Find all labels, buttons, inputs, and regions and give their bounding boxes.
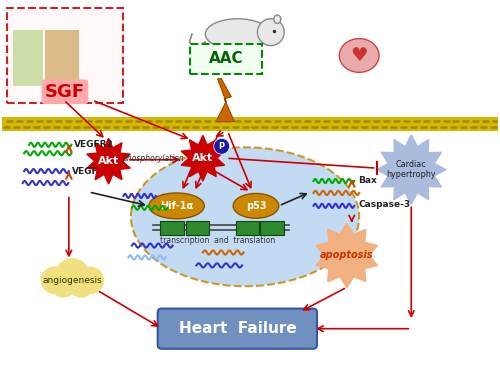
- Text: Akt: Akt: [192, 153, 214, 163]
- Ellipse shape: [149, 193, 204, 219]
- FancyBboxPatch shape: [14, 30, 42, 86]
- Text: AAC: AAC: [209, 51, 244, 67]
- Ellipse shape: [233, 193, 279, 218]
- Polygon shape: [181, 135, 224, 181]
- Text: VEGFR2: VEGFR2: [74, 140, 114, 149]
- Ellipse shape: [206, 19, 270, 49]
- Polygon shape: [316, 223, 378, 288]
- FancyBboxPatch shape: [158, 309, 317, 349]
- Circle shape: [52, 273, 76, 297]
- Ellipse shape: [131, 147, 359, 286]
- Circle shape: [56, 259, 89, 292]
- Polygon shape: [216, 79, 234, 122]
- Text: apoptosis: apoptosis: [320, 250, 374, 260]
- Circle shape: [258, 19, 284, 45]
- Circle shape: [214, 138, 230, 154]
- Polygon shape: [87, 138, 130, 184]
- Ellipse shape: [274, 15, 281, 23]
- Text: Bax: Bax: [358, 176, 377, 185]
- Polygon shape: [376, 135, 446, 204]
- Text: VEGF: VEGF: [72, 167, 99, 176]
- Circle shape: [42, 267, 68, 294]
- Text: Cardiac
hypertrophy: Cardiac hypertrophy: [386, 160, 436, 179]
- Text: SGF: SGF: [45, 83, 85, 101]
- Text: Heart  Failure: Heart Failure: [178, 321, 296, 336]
- FancyBboxPatch shape: [44, 30, 79, 86]
- Ellipse shape: [340, 39, 379, 73]
- Text: transcription  and  translation: transcription and translation: [160, 236, 276, 245]
- FancyBboxPatch shape: [160, 221, 184, 235]
- Text: ♥: ♥: [350, 46, 368, 65]
- FancyBboxPatch shape: [260, 221, 283, 235]
- FancyBboxPatch shape: [7, 8, 123, 103]
- FancyBboxPatch shape: [236, 221, 259, 235]
- FancyBboxPatch shape: [190, 44, 262, 74]
- Text: P: P: [218, 142, 225, 151]
- Text: Akt: Akt: [98, 156, 119, 166]
- Text: angiogenesis: angiogenesis: [42, 276, 102, 285]
- Circle shape: [70, 273, 93, 297]
- Text: phosphorylation: phosphorylation: [122, 154, 184, 163]
- Circle shape: [77, 267, 104, 294]
- Text: p53: p53: [246, 201, 266, 211]
- Text: Hif-1α: Hif-1α: [160, 201, 193, 211]
- FancyBboxPatch shape: [186, 221, 210, 235]
- Text: Caspase-3: Caspase-3: [358, 200, 410, 209]
- FancyBboxPatch shape: [2, 116, 498, 131]
